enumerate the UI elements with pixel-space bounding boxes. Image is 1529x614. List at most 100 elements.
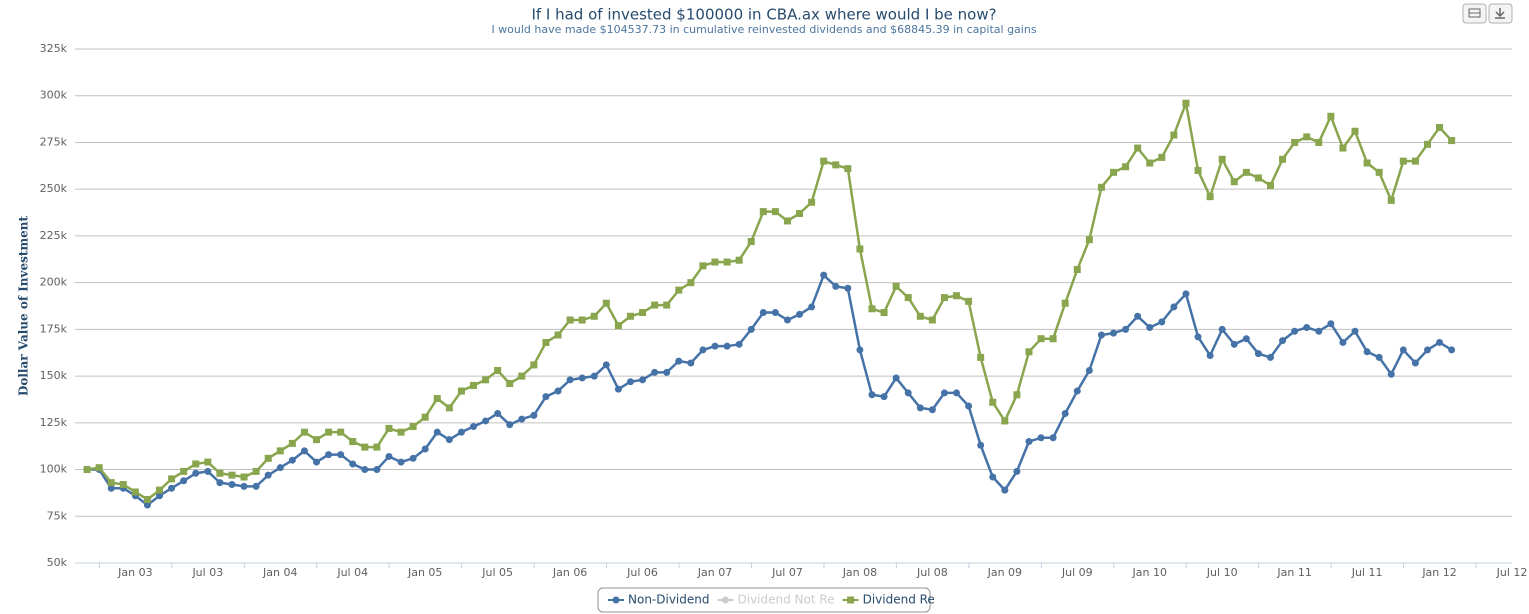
x-tick-label: Jan 04: [262, 566, 297, 579]
point-marker: [916, 312, 924, 320]
point-marker: [156, 486, 164, 494]
x-tick-label: Jan 09: [987, 566, 1022, 579]
point-marker: [578, 316, 586, 324]
point-marker: [904, 389, 912, 397]
chart-subtitle: I would have made $104537.73 in cumulati…: [491, 23, 1036, 36]
point-marker: [385, 452, 393, 460]
point-marker: [131, 488, 139, 496]
x-tick-label: Jan 07: [697, 566, 732, 579]
point-marker: [1411, 157, 1419, 165]
point-marker: [1303, 133, 1311, 141]
x-tick-label: Jul 05: [481, 566, 513, 579]
point-marker: [385, 424, 393, 432]
point-marker: [675, 286, 683, 294]
legend-item[interactable]: Dividend Not Re: [717, 593, 835, 607]
x-tick-label: Jan 08: [842, 566, 877, 579]
point-marker: [240, 482, 248, 490]
legend-item[interactable]: Non-Dividend: [608, 593, 710, 607]
point-marker: [1218, 325, 1226, 333]
point-marker: [1315, 138, 1323, 146]
point-marker: [1001, 486, 1009, 494]
point-marker: [965, 297, 973, 305]
point-marker: [590, 372, 598, 380]
print-button[interactable]: [1462, 3, 1487, 24]
point-marker: [240, 473, 248, 481]
point-marker: [397, 458, 405, 466]
export-button[interactable]: [1488, 3, 1513, 24]
point-marker: [735, 340, 743, 348]
point-marker: [1230, 178, 1238, 186]
point-marker: [868, 391, 876, 399]
point-marker: [1037, 335, 1045, 343]
x-tick-label: Jul 03: [191, 566, 223, 579]
point-marker: [1436, 338, 1444, 346]
point-marker: [1061, 409, 1069, 417]
point-marker: [1146, 159, 1154, 167]
y-tick-label: 175k: [40, 322, 68, 335]
point-marker: [783, 316, 791, 324]
x-tick-label: Jul 12: [1496, 566, 1528, 579]
point-marker: [143, 495, 151, 503]
legend-box: [597, 587, 931, 613]
point-marker: [699, 346, 707, 354]
point-marker: [989, 473, 997, 481]
point-marker: [168, 484, 176, 492]
point-marker: [832, 282, 840, 290]
y-tick-label: 200k: [40, 276, 68, 289]
x-tick-label: Jan 05: [407, 566, 442, 579]
point-marker: [989, 398, 997, 406]
point-marker: [699, 262, 707, 270]
point-marker: [300, 428, 308, 436]
point-marker: [192, 460, 200, 468]
point-marker: [482, 376, 490, 384]
point-marker: [868, 305, 876, 313]
point-marker: [1170, 303, 1178, 311]
point-marker: [1194, 333, 1202, 341]
point-marker: [796, 209, 804, 217]
legend-label: Dividend Re: [863, 593, 935, 607]
point-marker: [95, 464, 103, 472]
point-marker: [1242, 168, 1250, 176]
point-marker: [639, 376, 647, 384]
point-marker: [747, 238, 755, 246]
point-marker: [953, 292, 961, 300]
point-marker: [928, 316, 936, 324]
x-tick-label: Jan 12: [1421, 566, 1456, 579]
point-marker: [820, 271, 828, 279]
y-tick-label: 50k: [47, 556, 68, 569]
point-marker: [445, 404, 453, 412]
point-marker: [1170, 131, 1178, 139]
point-marker: [614, 385, 622, 393]
point-marker: [1279, 337, 1287, 345]
x-tick-label: Jul 07: [771, 566, 803, 579]
point-marker: [518, 415, 526, 423]
point-marker: [337, 428, 345, 436]
point-marker: [554, 387, 562, 395]
point-marker: [337, 451, 345, 459]
point-marker: [1327, 112, 1335, 120]
point-marker: [614, 322, 622, 330]
point-marker: [554, 331, 562, 339]
point-marker: [1218, 155, 1226, 163]
point-marker: [808, 198, 816, 206]
point-marker: [119, 480, 127, 488]
x-tick-label: Jul 06: [626, 566, 658, 579]
point-marker: [880, 309, 888, 317]
point-marker: [965, 402, 973, 410]
y-tick-label: 125k: [40, 416, 68, 429]
point-marker: [1254, 350, 1262, 358]
point-marker: [711, 342, 719, 350]
legend-marker: [847, 596, 855, 604]
point-marker: [469, 423, 477, 431]
point-marker: [1303, 323, 1311, 331]
point-marker: [1158, 318, 1166, 326]
x-tick-label: Jan 06: [552, 566, 587, 579]
point-marker: [1327, 320, 1335, 328]
point-marker: [639, 309, 647, 317]
legend-item[interactable]: Dividend Re: [842, 593, 935, 607]
point-marker: [940, 389, 948, 397]
point-marker: [107, 484, 115, 492]
point-marker: [156, 492, 164, 500]
point-marker: [977, 353, 985, 361]
point-marker: [1037, 434, 1045, 442]
